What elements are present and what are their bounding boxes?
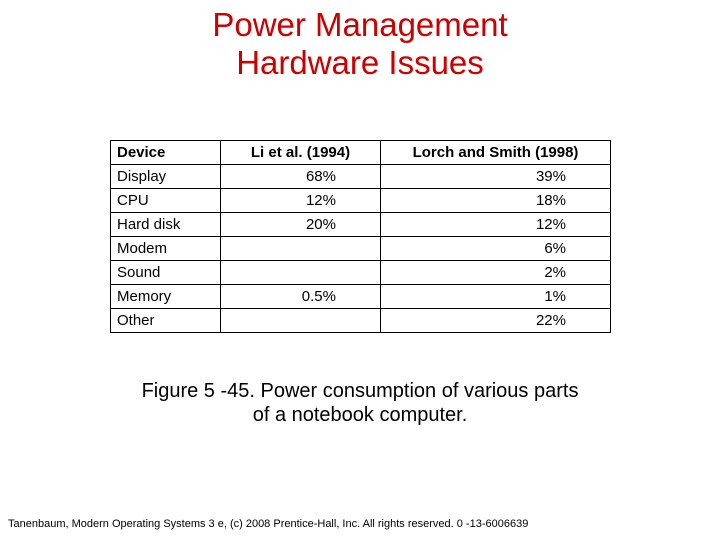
cell-lorch: 2%: [381, 260, 611, 284]
cell-li: [221, 260, 381, 284]
table-row: Other 22%: [111, 308, 611, 332]
table-row: Hard disk 20% 12%: [111, 212, 611, 236]
col-header-device: Device: [111, 140, 221, 164]
copyright-footer: Tanenbaum, Modern Operating Systems 3 e,…: [8, 518, 712, 530]
cell-lorch: 18%: [381, 188, 611, 212]
cell-device: Other: [111, 308, 221, 332]
table-row: CPU 12% 18%: [111, 188, 611, 212]
cell-lorch: 22%: [381, 308, 611, 332]
table-row: Display 68% 39%: [111, 164, 611, 188]
title-line-2: Hardware Issues: [0, 44, 720, 82]
caption-line-2: of a notebook computer.: [0, 403, 720, 427]
figure-caption: Figure 5 -45. Power consumption of vario…: [0, 379, 720, 427]
cell-lorch: 12%: [381, 212, 611, 236]
cell-li: 12%: [221, 188, 381, 212]
cell-li: [221, 236, 381, 260]
col-header-lorch: Lorch and Smith (1998): [381, 140, 611, 164]
cell-li: 0.5%: [221, 284, 381, 308]
table-body: Display 68% 39% CPU 12% 18% Hard disk 20…: [111, 164, 611, 332]
table-row: Sound 2%: [111, 260, 611, 284]
cell-device: Display: [111, 164, 221, 188]
power-table-container: Device Li et al. (1994) Lorch and Smith …: [110, 140, 610, 333]
cell-li: 68%: [221, 164, 381, 188]
slide-title: Power Management Hardware Issues: [0, 0, 720, 82]
power-table: Device Li et al. (1994) Lorch and Smith …: [110, 140, 611, 333]
cell-device: Modem: [111, 236, 221, 260]
cell-lorch: 6%: [381, 236, 611, 260]
cell-device: Hard disk: [111, 212, 221, 236]
cell-li: 20%: [221, 212, 381, 236]
cell-device: Sound: [111, 260, 221, 284]
cell-lorch: 39%: [381, 164, 611, 188]
cell-device: CPU: [111, 188, 221, 212]
table-row: Modem 6%: [111, 236, 611, 260]
table-row: Memory 0.5% 1%: [111, 284, 611, 308]
slide: Power Management Hardware Issues Device …: [0, 0, 720, 540]
cell-li: [221, 308, 381, 332]
title-line-1: Power Management: [0, 6, 720, 44]
table-header-row: Device Li et al. (1994) Lorch and Smith …: [111, 140, 611, 164]
cell-device: Memory: [111, 284, 221, 308]
col-header-li: Li et al. (1994): [221, 140, 381, 164]
cell-lorch: 1%: [381, 284, 611, 308]
caption-line-1: Figure 5 -45. Power consumption of vario…: [0, 379, 720, 403]
